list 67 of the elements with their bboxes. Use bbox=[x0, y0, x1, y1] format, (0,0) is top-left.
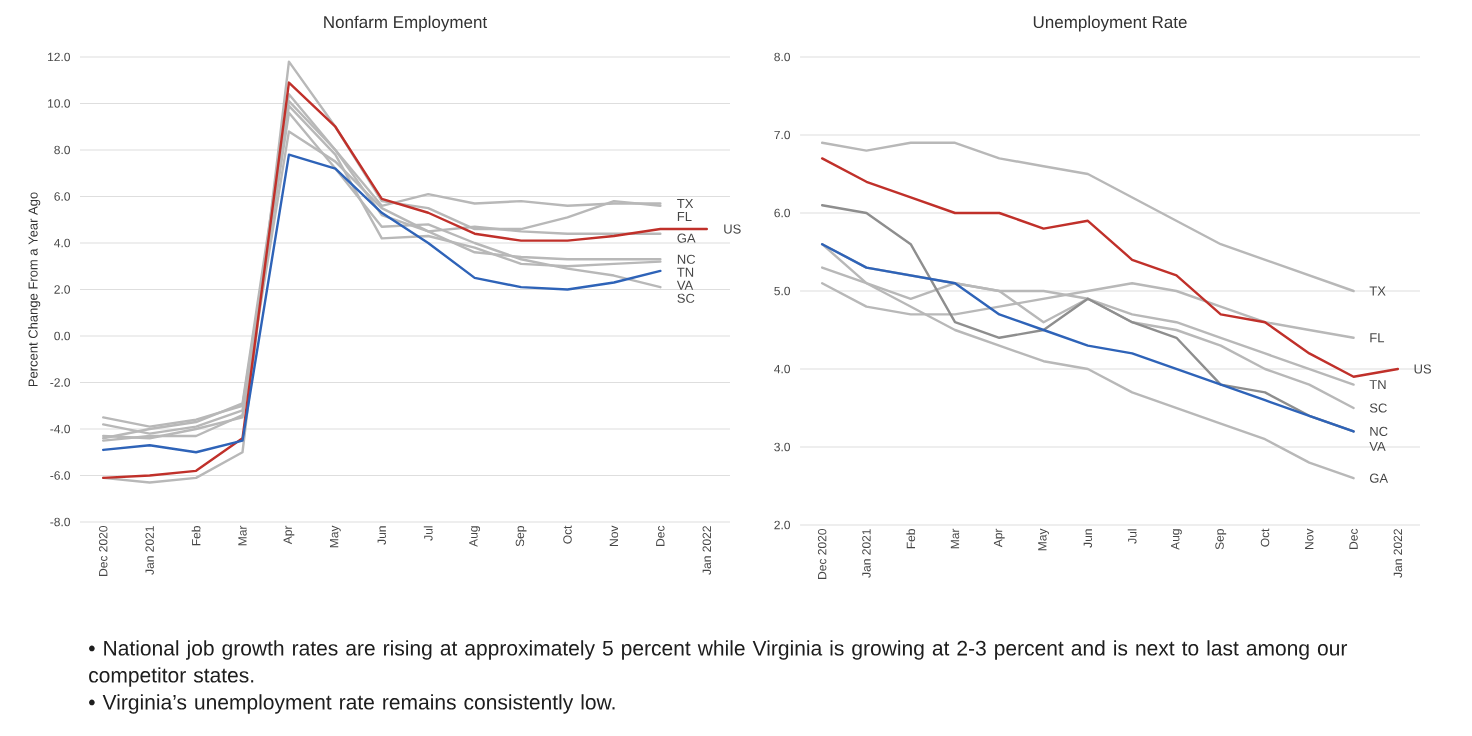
series-label: GA bbox=[1369, 473, 1389, 483]
y-tick-label: 2.0 bbox=[774, 520, 791, 530]
y-tick-label: 12.0 bbox=[48, 52, 70, 62]
y-tick-label: 4.0 bbox=[54, 238, 70, 248]
series-label: TN bbox=[1369, 380, 1386, 390]
y-tick-label: -4.0 bbox=[50, 424, 70, 434]
x-tick-label: Oct bbox=[563, 525, 572, 544]
y-tick-label: -8.0 bbox=[50, 517, 70, 527]
x-tick-label: Apr bbox=[283, 525, 295, 545]
y-tick-label: 6.0 bbox=[774, 208, 791, 218]
x-tick-label: Feb bbox=[191, 526, 201, 546]
y-tick-label: 7.0 bbox=[774, 130, 791, 140]
series-label: VA bbox=[676, 280, 694, 290]
y-tick-label: 8.0 bbox=[54, 145, 70, 155]
series-label: GA bbox=[677, 233, 696, 243]
x-tick-label: Jan 2022 bbox=[1393, 529, 1403, 578]
x-tick-label: Nov bbox=[1305, 528, 1314, 549]
x-tick-label: Aug bbox=[469, 526, 481, 547]
y-axis-title: Percent Change From a Year Ago bbox=[28, 192, 41, 387]
series-label: VA bbox=[1369, 441, 1386, 451]
x-tick-label: Feb bbox=[906, 529, 916, 549]
x-tick-label: Dec 2020 bbox=[98, 526, 108, 576]
x-tick-label: Jun bbox=[377, 526, 386, 545]
text: • Virginia’s unemployment rate remains consistently low. bbox=[89, 694, 615, 714]
chart-title: Nonfarm Employment bbox=[324, 15, 488, 32]
x-tick-label: Jan 2021 bbox=[862, 529, 871, 578]
x-tick-label: Nov bbox=[609, 525, 619, 546]
y-tick-label: 10.0 bbox=[48, 99, 70, 108]
x-tick-label: Apr bbox=[993, 528, 1005, 548]
x-tick-label: Jan 2022 bbox=[702, 526, 712, 575]
series-label: TX bbox=[677, 199, 694, 208]
series-label: TN bbox=[677, 267, 694, 277]
y-tick-label: 3.0 bbox=[774, 442, 791, 452]
chart-title: Unemployment Rate bbox=[1033, 15, 1187, 32]
x-tick-label: Jan 2021 bbox=[145, 526, 154, 575]
series-label: FL bbox=[677, 212, 692, 221]
x-tick-label: Dec bbox=[1349, 528, 1358, 549]
y-tick-label: 2.0 bbox=[54, 285, 70, 294]
x-tick-label: Oct bbox=[1260, 528, 1270, 547]
series-label: US bbox=[724, 224, 741, 234]
series-label: NC bbox=[677, 254, 696, 264]
x-tick-label: May bbox=[1038, 528, 1049, 551]
x-tick-label: Dec 2020 bbox=[817, 529, 827, 579]
series-label: SC bbox=[677, 293, 695, 303]
x-tick-label: Mar bbox=[238, 525, 247, 546]
x-tick-label: Mar bbox=[950, 528, 960, 549]
x-tick-label: Sep bbox=[1215, 529, 1227, 550]
y-tick-label: 8.0 bbox=[774, 52, 791, 62]
y-tick-label: 5.0 bbox=[774, 286, 791, 296]
x-tick-label: Jul bbox=[423, 526, 433, 541]
x-tick-label: Sep bbox=[515, 526, 527, 547]
x-tick-label: May bbox=[329, 525, 341, 548]
x-tick-label: Dec bbox=[656, 525, 665, 546]
series-label: SC bbox=[1369, 403, 1387, 413]
text: • National job growth rates are rising at approximately 5 percent while Virginia is growing at 2-3 percent and is next to last among our competitor states. bbox=[89, 640, 1348, 687]
series-label: FL bbox=[1370, 333, 1385, 343]
y-tick-label: -6.0 bbox=[50, 471, 70, 480]
x-tick-label: Jun bbox=[1083, 529, 1093, 548]
series-label: US bbox=[1414, 364, 1432, 374]
y-tick-label: 4.0 bbox=[774, 364, 791, 374]
y-tick-label: 0.0 bbox=[54, 331, 70, 341]
series-label: NC bbox=[1370, 426, 1388, 436]
y-tick-label: -2.0 bbox=[50, 378, 70, 387]
x-tick-label: Jul bbox=[1127, 529, 1137, 544]
series-label: TX bbox=[1369, 286, 1386, 296]
y-tick-label: 6.0 bbox=[54, 192, 70, 201]
x-tick-label: Aug bbox=[1171, 529, 1182, 550]
